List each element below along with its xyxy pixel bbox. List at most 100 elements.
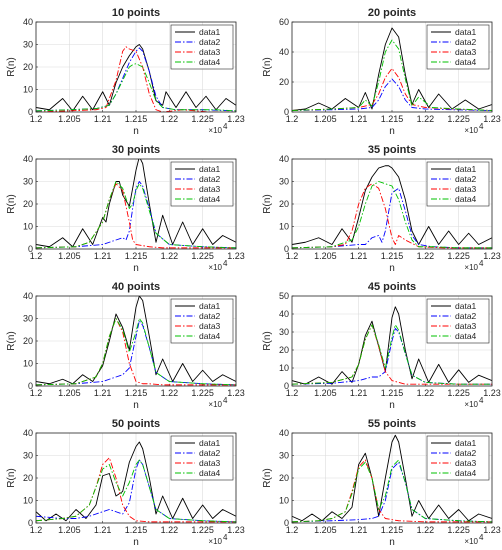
x-tick-label: 1.23: [483, 388, 501, 398]
y-tick-label: 20: [23, 199, 33, 209]
x-axis-label: n: [133, 537, 139, 548]
x-multiplier: ×10: [208, 400, 222, 409]
y-tick-label: 0: [284, 518, 289, 528]
x-tick-label: 1.22: [417, 525, 435, 535]
y-tick-label: 10: [23, 496, 33, 506]
legend-entry-data4: data4: [199, 331, 221, 341]
chart-title: 40 points: [112, 281, 160, 293]
x-tick-label: 1.22: [417, 114, 435, 124]
y-tick-label: 10: [23, 359, 33, 369]
legend-entry-data4: data4: [455, 331, 477, 341]
series-line-data2: [292, 187, 492, 249]
chart-panel-1: 1.2 1.205 1.21 1.215 1.22 1.225 1.23 0 10 20 30 40 1…: [6, 7, 245, 137]
series-line-data4: [36, 318, 236, 386]
y-tick-label: 30: [23, 451, 33, 461]
x-axis-label: n: [389, 263, 395, 274]
chart-title: 20 points: [368, 7, 416, 19]
x-multiplier: ×10: [464, 537, 478, 546]
legend-entry-data2: data2: [455, 311, 477, 321]
y-tick-label: 40: [279, 309, 289, 319]
y-axis-label: R(n): [6, 331, 17, 350]
y-tick-label: 40: [23, 154, 33, 164]
axes-box: [291, 295, 493, 387]
x-tick-label: 1.23: [483, 114, 501, 124]
axes-box: [291, 432, 493, 524]
legend-entry-data2: data2: [455, 37, 477, 47]
x-tick-label: 1.225: [447, 525, 470, 535]
legend-entry-data2: data2: [455, 448, 477, 458]
x-axis-label: n: [133, 400, 139, 411]
y-tick-label: 60: [279, 17, 289, 27]
y-tick-label: 30: [23, 40, 33, 50]
x-tick-label: 1.215: [125, 388, 148, 398]
x-tick-label: 1.23: [227, 114, 245, 124]
x-multiplier: ×10: [208, 126, 222, 135]
x-tick-label: 1.21: [94, 388, 112, 398]
axes-box: [35, 158, 237, 250]
x-multiplier: ×10: [464, 400, 478, 409]
series-line-data3: [36, 46, 236, 112]
y-tick-label: 0: [28, 381, 33, 391]
y-tick-label: 40: [279, 154, 289, 164]
x-tick-label: 1.22: [161, 114, 179, 124]
legend-entry-data1: data1: [199, 27, 221, 37]
x-tick-label: 1.225: [447, 251, 470, 261]
legend-entry-data4: data4: [455, 57, 477, 67]
x-tick-label: 1.23: [227, 525, 245, 535]
legend-entry-data3: data3: [455, 321, 477, 331]
y-tick-label: 20: [279, 199, 289, 209]
y-tick-label: 40: [23, 428, 33, 438]
series-line-data1: [36, 44, 236, 112]
axes-box: [35, 432, 237, 524]
x-tick-label: 1.205: [314, 251, 337, 261]
series-line-data4: [292, 39, 492, 111]
chart-panel-3: 1.2 1.205 1.21 1.215 1.22 1.225 1.23 0 10 20 30 40 3…: [6, 144, 245, 274]
x-tick-label: 1.215: [381, 388, 404, 398]
x-tick-label: 1.22: [417, 388, 435, 398]
chart-panel-8: 1.2 1.205 1.21 1.215 1.22 1.225 1.23 0 10 20 30 40 5…: [262, 418, 501, 548]
x-tick-label: 1.2: [286, 525, 299, 535]
x-tick-label: 1.23: [483, 525, 501, 535]
y-tick-label: 20: [23, 473, 33, 483]
x-tick-label: 1.22: [161, 388, 179, 398]
chart-title: 50 points: [112, 418, 160, 430]
x-tick-label: 1.22: [161, 525, 179, 535]
axes-box: [35, 21, 237, 113]
x-multiplier-exponent: 4: [479, 122, 484, 131]
x-tick-label: 1.21: [350, 114, 368, 124]
series-line-data2: [292, 78, 492, 111]
legend-entry-data3: data3: [455, 458, 477, 468]
y-tick-label: 30: [279, 451, 289, 461]
series-line-data1: [292, 306, 492, 385]
legend-entry-data4: data4: [455, 194, 477, 204]
x-tick-label: 1.2: [30, 114, 43, 124]
x-multiplier-exponent: 4: [223, 533, 228, 542]
y-tick-label: 0: [28, 107, 33, 117]
legend-entry-data3: data3: [199, 321, 221, 331]
x-tick-label: 1.23: [227, 388, 245, 398]
y-tick-label: 0: [28, 518, 33, 528]
y-tick-label: 20: [23, 336, 33, 346]
x-tick-label: 1.215: [381, 114, 404, 124]
x-tick-label: 1.225: [191, 388, 214, 398]
y-tick-label: 20: [279, 345, 289, 355]
series-line-data2: [36, 320, 236, 386]
series-line-data1: [36, 159, 236, 248]
x-tick-label: 1.225: [191, 114, 214, 124]
legend-entry-data1: data1: [199, 438, 221, 448]
x-tick-label: 1.215: [125, 525, 148, 535]
series-line-data4: [36, 63, 236, 112]
chart-title: 35 points: [368, 144, 416, 156]
x-tick-label: 1.21: [94, 114, 112, 124]
y-axis-label: R(n): [6, 468, 17, 487]
x-tick-label: 1.22: [417, 251, 435, 261]
y-tick-label: 20: [279, 77, 289, 87]
x-multiplier: ×10: [208, 537, 222, 546]
series-line-data4: [36, 459, 236, 523]
series-line-data1: [36, 296, 236, 385]
x-tick-label: 1.225: [191, 525, 214, 535]
x-multiplier-exponent: 4: [223, 396, 228, 405]
